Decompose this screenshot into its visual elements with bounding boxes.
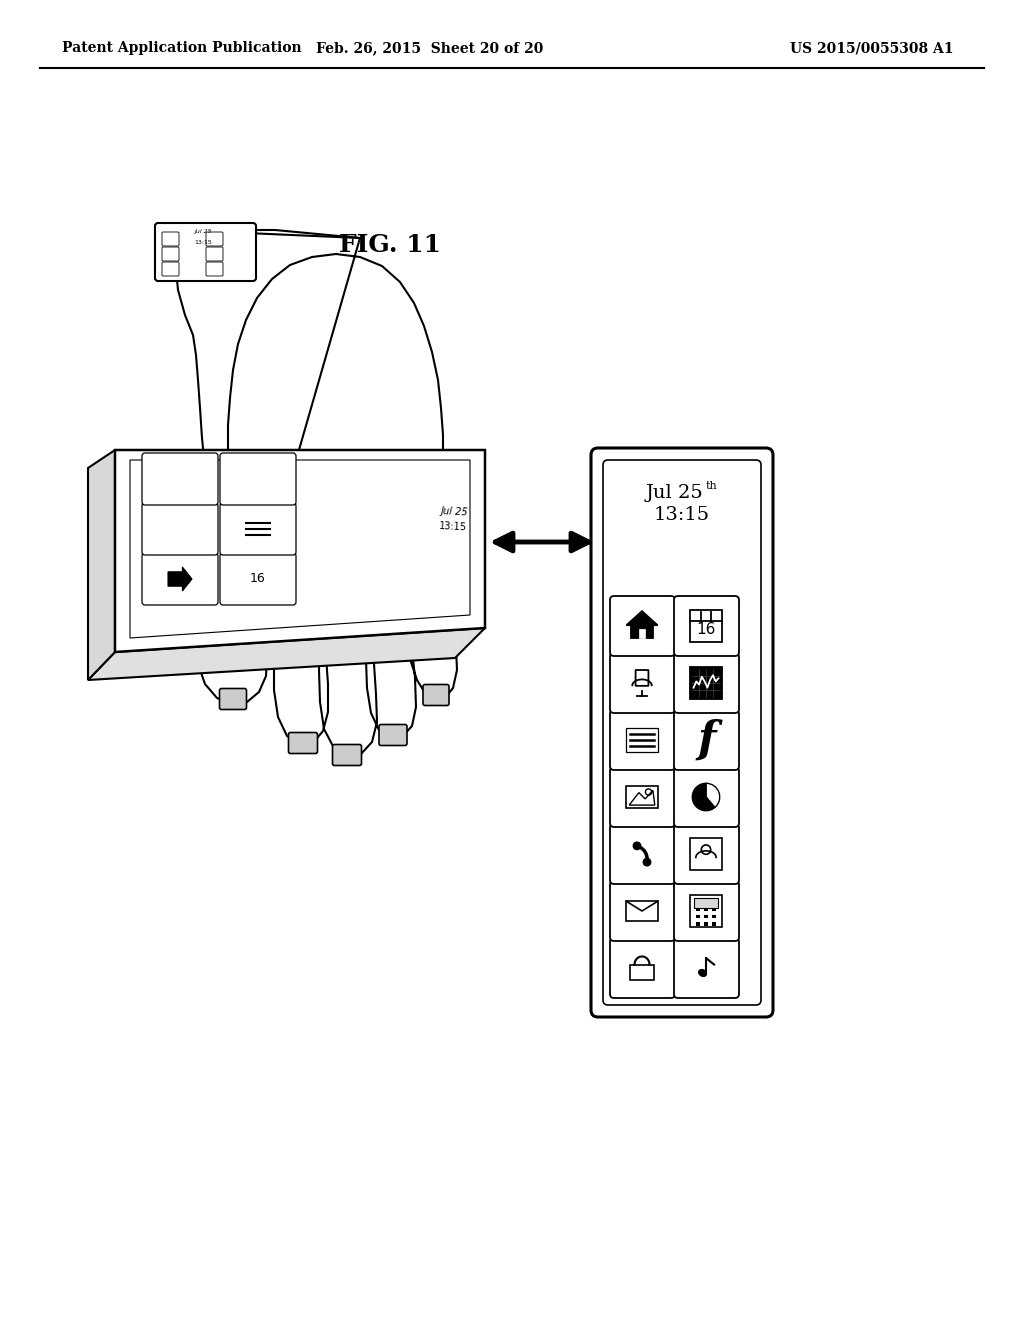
FancyBboxPatch shape <box>674 710 739 770</box>
FancyBboxPatch shape <box>162 232 179 246</box>
Text: Jul 25: Jul 25 <box>441 507 469 517</box>
Text: Patent Application Publication: Patent Application Publication <box>62 41 302 55</box>
FancyBboxPatch shape <box>155 223 256 281</box>
FancyBboxPatch shape <box>610 767 675 828</box>
Bar <box>695 921 700 925</box>
Bar <box>703 908 709 911</box>
Polygon shape <box>130 459 470 638</box>
Text: f: f <box>698 719 717 762</box>
Text: Jul 25: Jul 25 <box>645 484 702 502</box>
Bar <box>712 915 717 919</box>
FancyBboxPatch shape <box>423 685 449 705</box>
Circle shape <box>643 858 650 866</box>
FancyBboxPatch shape <box>289 733 317 754</box>
Bar <box>703 921 709 925</box>
FancyBboxPatch shape <box>610 597 675 656</box>
Bar <box>695 908 700 911</box>
Ellipse shape <box>698 970 707 977</box>
Bar <box>712 921 717 925</box>
FancyBboxPatch shape <box>674 824 739 884</box>
Text: Jul 25: Jul 25 <box>195 230 212 235</box>
FancyBboxPatch shape <box>674 653 739 713</box>
Text: Feb. 26, 2015  Sheet 20 of 20: Feb. 26, 2015 Sheet 20 of 20 <box>316 41 544 55</box>
Polygon shape <box>627 611 657 626</box>
Polygon shape <box>168 568 193 591</box>
FancyBboxPatch shape <box>162 247 179 261</box>
Polygon shape <box>632 626 652 638</box>
Circle shape <box>633 842 641 850</box>
FancyBboxPatch shape <box>333 744 361 766</box>
FancyBboxPatch shape <box>674 767 739 828</box>
FancyBboxPatch shape <box>162 261 179 276</box>
Text: 13:15: 13:15 <box>195 239 212 244</box>
FancyBboxPatch shape <box>220 553 296 605</box>
FancyBboxPatch shape <box>142 453 218 506</box>
FancyBboxPatch shape <box>610 710 675 770</box>
FancyBboxPatch shape <box>142 503 218 554</box>
FancyBboxPatch shape <box>219 689 247 710</box>
Text: th: th <box>707 480 718 491</box>
Polygon shape <box>639 630 645 638</box>
FancyBboxPatch shape <box>220 453 296 506</box>
FancyBboxPatch shape <box>610 653 675 713</box>
Polygon shape <box>88 628 485 680</box>
Bar <box>712 908 717 911</box>
FancyBboxPatch shape <box>206 232 223 246</box>
Text: FIG. 11: FIG. 11 <box>339 234 441 257</box>
FancyBboxPatch shape <box>206 247 223 261</box>
FancyBboxPatch shape <box>674 597 739 656</box>
FancyBboxPatch shape <box>603 459 761 1005</box>
Polygon shape <box>115 450 485 652</box>
FancyBboxPatch shape <box>674 939 739 998</box>
FancyBboxPatch shape <box>610 824 675 884</box>
Polygon shape <box>694 898 718 908</box>
FancyBboxPatch shape <box>206 261 223 276</box>
Bar <box>703 915 709 919</box>
FancyBboxPatch shape <box>142 553 218 605</box>
FancyBboxPatch shape <box>610 939 675 998</box>
FancyBboxPatch shape <box>379 725 407 746</box>
Polygon shape <box>175 230 457 756</box>
Bar <box>695 915 700 919</box>
Text: 16: 16 <box>696 622 716 636</box>
Text: 13:15: 13:15 <box>654 506 710 524</box>
Text: US 2015/0055308 A1: US 2015/0055308 A1 <box>790 41 953 55</box>
FancyBboxPatch shape <box>610 880 675 941</box>
FancyBboxPatch shape <box>591 447 773 1016</box>
Polygon shape <box>88 450 115 680</box>
Text: 16: 16 <box>250 573 266 586</box>
Wedge shape <box>692 783 715 810</box>
Polygon shape <box>690 668 722 698</box>
Text: 13:15: 13:15 <box>439 521 467 533</box>
FancyBboxPatch shape <box>674 880 739 941</box>
FancyBboxPatch shape <box>220 503 296 554</box>
